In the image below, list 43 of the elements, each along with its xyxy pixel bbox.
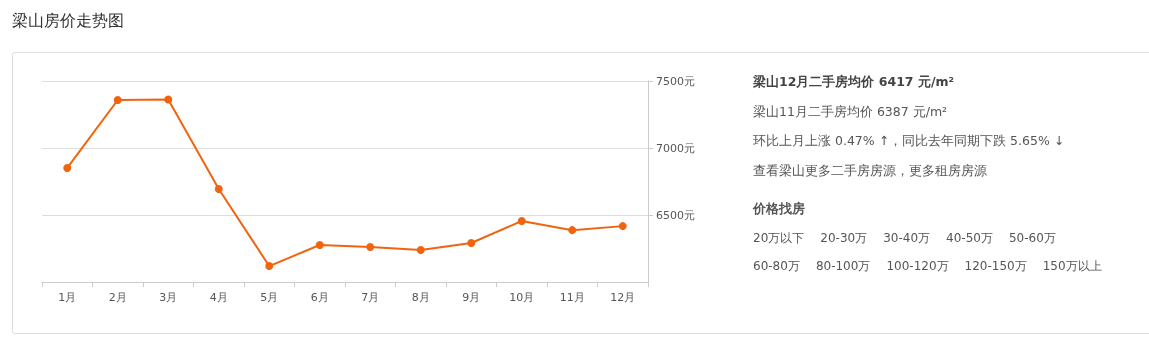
text: 120-150万 <box>964 258 1027 275</box>
x-tick-label: 8月 <box>411 291 430 304</box>
point <box>568 226 577 235</box>
point <box>366 243 375 252</box>
text: 梁山11月二手房均价 6387 元/m² <box>753 103 949 121</box>
x-tick-label: 3月 <box>159 291 178 304</box>
x-tick-label: 10月 <box>509 291 535 304</box>
x-tick-label: 2月 <box>108 291 127 304</box>
x-tick-label: 7月 <box>361 291 380 304</box>
x-tick-label: 1月 <box>58 291 77 304</box>
y-tick-label: 7000元 <box>656 141 695 155</box>
point <box>265 262 274 271</box>
point <box>467 239 476 247</box>
x-tick-label: 6月 <box>310 291 329 304</box>
x-tick-label: 4月 <box>209 291 228 304</box>
point <box>214 185 223 193</box>
point <box>113 96 122 105</box>
point <box>315 241 324 250</box>
text: 100-120万 <box>886 258 949 275</box>
y-tick-label: 7500元 <box>656 74 695 88</box>
text: 梁山12月二手房均价 6417 元/m² <box>753 74 955 91</box>
text: 查看梁山更多二手房房源，更多租房房源 <box>753 162 988 180</box>
text: 价格找房 <box>753 201 806 218</box>
text: 150万以上 <box>1042 258 1102 275</box>
text: 60-80万 <box>753 258 800 275</box>
text: 环比上月上涨 0.47% ↑，同比去年同期下跌 5.65% ↓ <box>753 133 1066 150</box>
text: 20-30万 <box>820 230 868 247</box>
chart-title: 梁山房价走势图 <box>12 11 124 32</box>
point <box>164 95 173 104</box>
text: 20万以下 <box>753 230 805 247</box>
text: 40-50万 <box>946 230 993 247</box>
point <box>63 163 72 172</box>
text: 30-40万 <box>883 230 931 247</box>
x-tick-label: 9月 <box>462 291 481 304</box>
text: 80-100万 <box>815 258 871 275</box>
point <box>618 222 627 231</box>
x-tick-label: 11月 <box>559 291 585 304</box>
point <box>517 217 526 226</box>
point <box>416 245 425 254</box>
x-tick-label: 12月 <box>610 291 636 304</box>
x-tick-label: 5月 <box>260 291 279 304</box>
y-tick-label: 6500元 <box>656 208 695 222</box>
text: 50-60万 <box>1008 230 1056 247</box>
